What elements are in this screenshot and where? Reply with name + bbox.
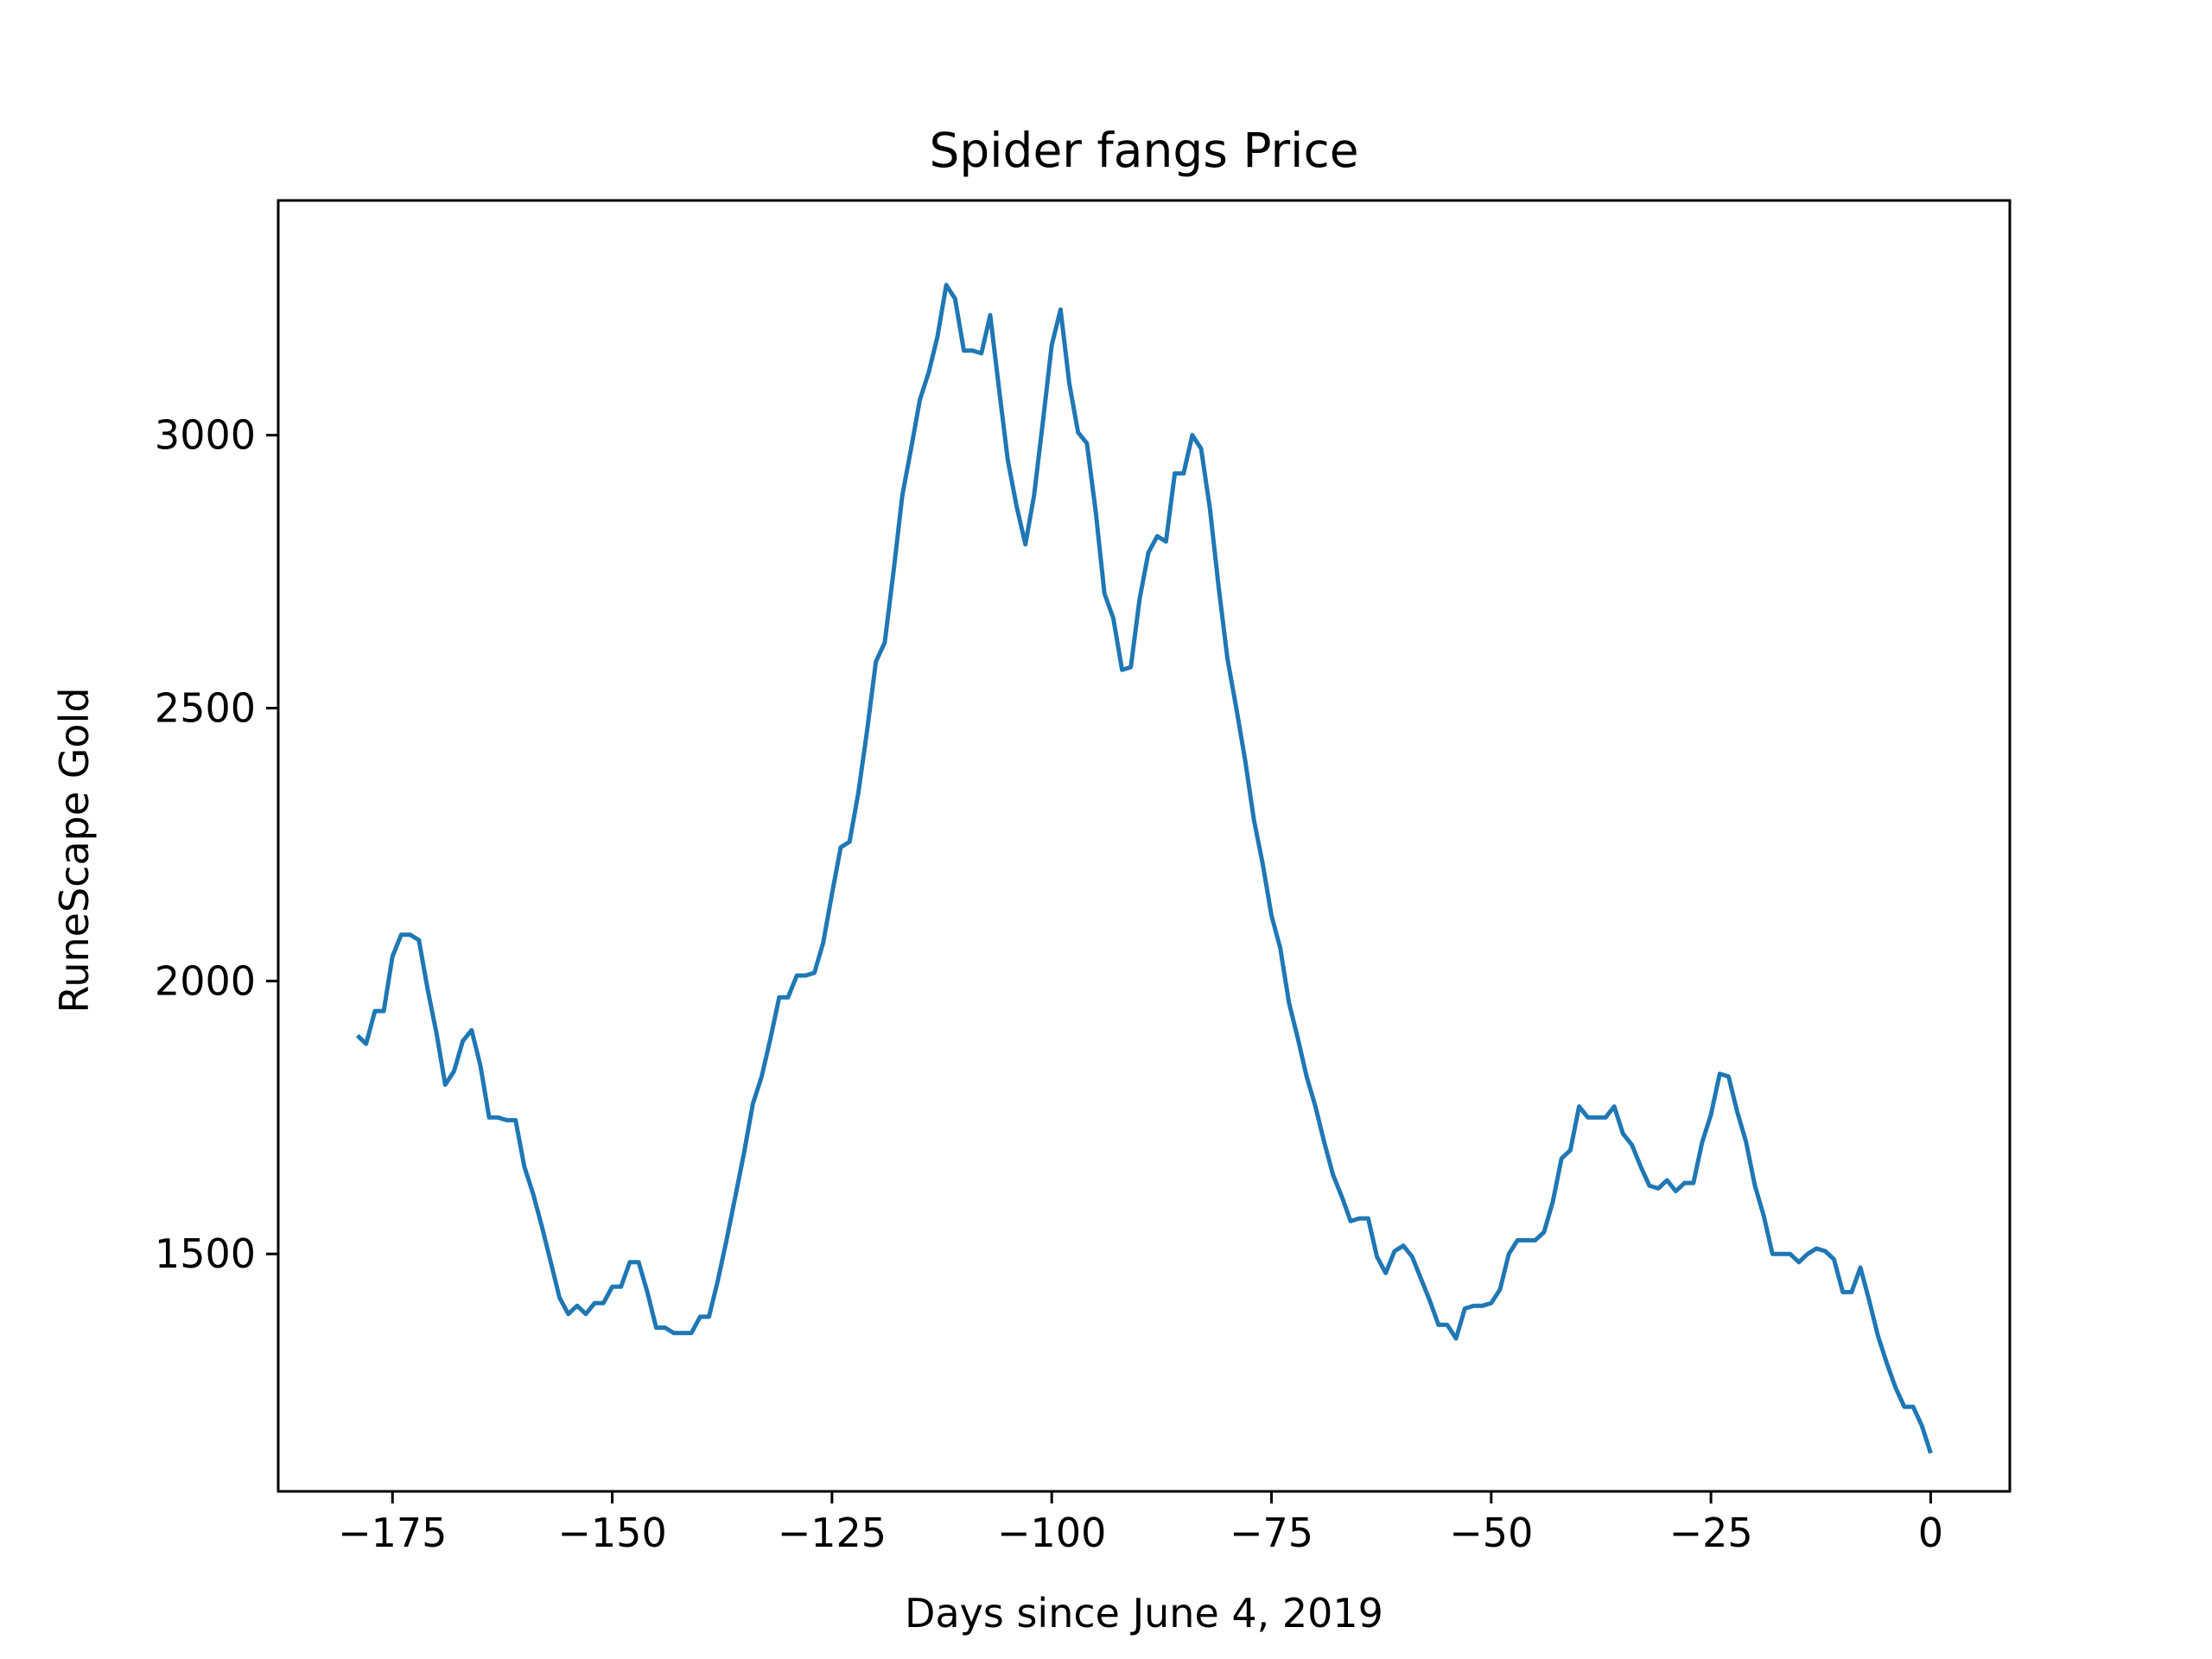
- x-tick-label: −50: [1449, 1510, 1533, 1556]
- x-tick-label: −100: [997, 1510, 1106, 1556]
- plot-frame: [276, 199, 2012, 1493]
- x-tick-label: −25: [1669, 1510, 1753, 1556]
- x-tick-label: −175: [338, 1510, 447, 1556]
- x-tick-label: −75: [1230, 1510, 1313, 1556]
- y-axis-ticks: 1500 2000 2500 3000: [155, 412, 278, 1277]
- y-tick-label: 1500: [155, 1230, 256, 1277]
- series-line-0: [355, 283, 1933, 1454]
- y-tick-label: 2500: [155, 684, 256, 731]
- y-tick-label: 2000: [155, 957, 256, 1004]
- x-tick-label: −125: [778, 1510, 887, 1556]
- y-axis-label: RuneScape Gold: [51, 687, 98, 1013]
- x-axis-ticks: −175 −150 −125 −100 −75 −50 −25 0: [338, 1491, 1943, 1556]
- x-axis-label: Days since June 4, 2019: [905, 1590, 1383, 1637]
- x-tick-label: −150: [557, 1510, 666, 1556]
- y-tick-label: 3000: [155, 412, 256, 459]
- x-tick-label: 0: [1918, 1510, 1943, 1556]
- chart-title: Spider fangs Price: [929, 123, 1358, 178]
- plot-lines: [355, 283, 1933, 1454]
